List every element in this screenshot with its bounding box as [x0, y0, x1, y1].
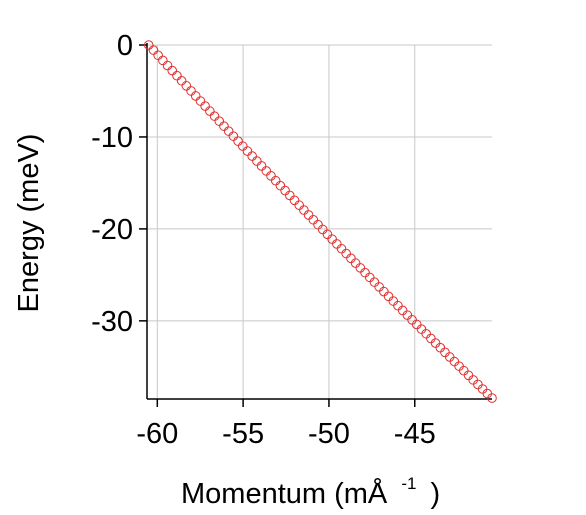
data-point: [289, 195, 300, 206]
data-point: [181, 81, 192, 91]
x-axis-label-sup: -1: [401, 474, 416, 493]
y-tick-label: -10: [91, 122, 133, 154]
data-point: [336, 243, 347, 254]
y-axis-label: Energy (meV): [13, 134, 45, 313]
data-point: [317, 224, 328, 235]
y-tick-label: 0: [117, 30, 133, 62]
data-point: [341, 248, 352, 259]
data-point: [454, 361, 464, 371]
data-point: [252, 156, 262, 166]
data-point: [303, 210, 314, 220]
data-point: [172, 70, 182, 81]
data-point: [416, 324, 427, 334]
data-point: [463, 370, 474, 381]
data-point: [435, 342, 446, 353]
data-point: [421, 328, 431, 339]
data-point: [205, 106, 215, 116]
data-point: [449, 356, 460, 367]
axes: [139, 43, 492, 407]
data-point: [223, 126, 234, 136]
y-tick-label: -20: [91, 214, 133, 246]
data-point: [280, 185, 290, 196]
data-point: [266, 171, 276, 181]
data-point: [200, 101, 210, 111]
data-point: [360, 267, 370, 278]
data-point: [242, 146, 253, 156]
data-point: [332, 239, 342, 249]
data-point: [346, 253, 356, 264]
data-point: [322, 229, 333, 240]
data-point: [275, 180, 286, 191]
data-point: [350, 258, 361, 268]
data-point: [374, 282, 384, 292]
data-point: [158, 55, 168, 66]
data-series: [143, 40, 497, 403]
data-point: [364, 272, 375, 283]
data-point: [468, 375, 478, 385]
data-point: [261, 166, 272, 176]
x-tick-label: -55: [222, 418, 264, 450]
data-point: [270, 175, 281, 186]
data-point: [148, 45, 159, 55]
x-axis-label-main: Momentum (mÅ: [181, 477, 388, 510]
data-point: [247, 151, 257, 161]
data-point: [228, 131, 239, 141]
data-point: [477, 384, 488, 394]
data-point: [426, 333, 436, 344]
data-point: [284, 190, 295, 201]
data-point: [256, 161, 267, 171]
data-point: [308, 214, 319, 225]
data-point: [186, 86, 196, 96]
x-tick-label: -50: [308, 418, 350, 450]
data-point: [294, 200, 304, 211]
data-point: [299, 205, 309, 215]
data-point: [397, 305, 408, 316]
data-point: [440, 347, 450, 358]
data-point: [162, 60, 173, 71]
x-tick-labels: -60 -55 -50 -45: [136, 418, 435, 450]
y-tick-label: -30: [91, 306, 133, 338]
data-point: [233, 136, 243, 146]
data-point: [411, 319, 422, 330]
data-point: [153, 50, 163, 61]
data-point: [219, 121, 229, 131]
data-point: [487, 393, 497, 403]
x-axis-label: Momentum (mÅ -1 ): [181, 464, 440, 510]
data-point: [388, 296, 399, 306]
data-point: [379, 286, 389, 297]
x-tick-label: -45: [394, 418, 436, 450]
data-point: [195, 96, 206, 106]
data-point: [209, 111, 220, 121]
y-tick-labels: 0 -10 -20 -30: [91, 30, 133, 338]
data-point: [444, 352, 455, 362]
data-point: [167, 65, 178, 76]
data-point: [355, 263, 366, 273]
data-point: [190, 91, 201, 101]
data-point: [383, 291, 394, 302]
data-point: [393, 300, 403, 311]
data-point: [214, 116, 225, 126]
x-tick-label: -60: [136, 418, 178, 450]
data-point: [369, 277, 380, 287]
data-point: [473, 379, 483, 390]
data-point: [402, 310, 413, 320]
data-point: [458, 365, 469, 376]
data-point: [430, 338, 441, 348]
data-point: [176, 75, 187, 86]
data-point: [482, 388, 493, 399]
grid: [147, 44, 492, 399]
x-axis-label-close: ): [431, 478, 441, 510]
data-point: [313, 219, 323, 230]
